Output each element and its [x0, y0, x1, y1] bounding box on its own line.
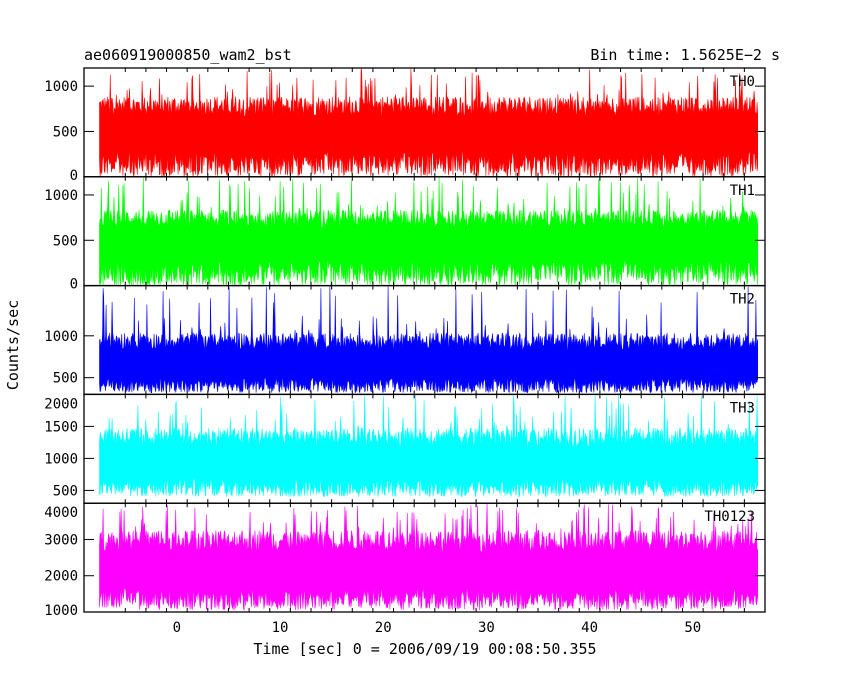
panel-frame [83, 502, 766, 613]
series-th0123 [99, 503, 758, 611]
x-tick-label: 20 [375, 620, 392, 636]
series-th1 [99, 177, 758, 286]
panel-label-th1: TH1 [730, 183, 755, 199]
series-th3 [99, 394, 758, 498]
x-axis: 0 10 20 30 40 50 [173, 620, 702, 636]
chart-title: ae060919000850_wam2_bst [84, 46, 292, 64]
y-tick-label: 1000 [44, 451, 78, 467]
panel-th1: TH1 0 500 1000 [44, 176, 766, 293]
y-tick-label: 500 [53, 371, 78, 387]
y-tick-label: 1000 [44, 79, 78, 95]
x-tick-label: 30 [478, 620, 495, 636]
y-tick-label: 2000 [44, 396, 78, 412]
y-tick-label: 4000 [44, 505, 78, 521]
panel-label-th3: TH3 [730, 400, 755, 416]
y-tick-label: 0 [70, 277, 78, 293]
y-tick-label: 3000 [44, 532, 78, 548]
y-tick-label: 2000 [44, 569, 78, 585]
bin-time-label: Bin time: 1.5625E−2 s [590, 46, 780, 64]
panels-group: TH0 0 500 1000 TH1 0 500 1000 TH2 500 1000 TH3 500 10… [44, 67, 766, 619]
y-tick-label: 500 [53, 124, 78, 140]
panel-label-th0: TH0 [730, 74, 755, 90]
x-axis-label: Time [sec] 0 = 2006/09/19 00:08:50.355 [253, 640, 596, 658]
y-tick-label: 500 [53, 233, 78, 249]
y-axis-label: Counts/sec [4, 300, 22, 390]
x-tick-label: 40 [581, 620, 598, 636]
y-tick-label: 0 [70, 168, 78, 184]
panel-th0: TH0 0 500 1000 [44, 67, 766, 184]
y-tick-label: 1000 [44, 329, 78, 345]
panel-th3: TH3 500 1000 1500 2000 [44, 393, 766, 504]
x-tick-label: 10 [272, 620, 289, 636]
x-tick-label: 50 [684, 620, 701, 636]
y-tick-label: 1000 [44, 603, 78, 619]
panel-th0123: TH0123 1000 2000 3000 4000 [44, 502, 766, 619]
y-tick-label: 1500 [44, 419, 78, 435]
y-tick-label: 1000 [44, 188, 78, 204]
series-th2 [99, 285, 758, 394]
series-th0 [99, 68, 758, 177]
panel-label-th2: TH2 [730, 292, 755, 308]
y-tick-label: 500 [53, 483, 78, 499]
panel-th2: TH2 500 1000 [44, 284, 766, 396]
x-tick-label: 0 [173, 620, 181, 636]
panel-label-th0123: TH0123 [704, 509, 755, 525]
